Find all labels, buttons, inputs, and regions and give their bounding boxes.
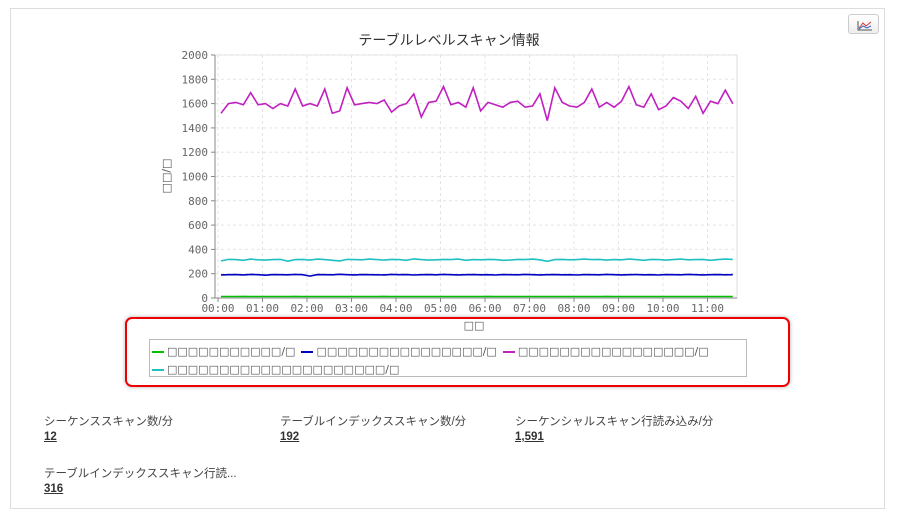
legend-item[interactable]: □□□□□□□□□□□□□□□□□/□ xyxy=(502,343,709,361)
y-tick-label: 600 xyxy=(188,219,208,232)
y-tick-label: 1400 xyxy=(182,122,209,135)
legend-swatch xyxy=(152,351,164,353)
y-tick-label: 800 xyxy=(188,195,208,208)
legend-item[interactable]: □□□□□□□□□□□□□□□□/□ xyxy=(301,343,497,361)
stat-value[interactable]: 1,591 xyxy=(515,431,544,443)
legend-swatch xyxy=(152,369,164,371)
line-chart: テーブルレベルスキャン情報 0 200 400 600 800 1000 1200 1400 1… xyxy=(160,32,738,332)
y-tick-label: 1000 xyxy=(182,171,209,184)
stat-label: シーケンシャルスキャン行読み込み/分 xyxy=(515,416,714,428)
legend-item[interactable]: □□□□□□□□□□□/□ xyxy=(152,343,295,361)
stat-seq-scan: シーケンススキャン数/分 12 xyxy=(44,413,173,443)
series-line xyxy=(220,258,733,263)
x-tick-label: 10:00 xyxy=(646,302,679,315)
x-tick-label: 09:00 xyxy=(602,302,635,315)
stat-label: テーブルインデックススキャン行読... xyxy=(44,468,237,480)
legend-label: □□□□□□□□□□□/□ xyxy=(167,345,296,358)
chart-title: テーブルレベルスキャン情報 xyxy=(358,32,539,49)
x-tick-label: 01:00 xyxy=(246,302,279,315)
line-chart-icon xyxy=(857,21,872,31)
chart-legend: □□□□□□□□□□□/□ □□□□□□□□□□□□□□□□/□ □□□□□□□□□… xyxy=(149,339,747,377)
x-tick-label: 11:00 xyxy=(691,302,724,315)
x-tick-label: 08:00 xyxy=(557,302,590,315)
legend-item[interactable]: □□□□□□□□□□□□□□□□□□□□□/□ xyxy=(152,361,399,379)
legend-label: □□□□□□□□□□□□□□□□□□□□□/□ xyxy=(167,363,400,376)
x-tick-label: 06:00 xyxy=(468,302,501,315)
stat-value[interactable]: 12 xyxy=(44,431,57,443)
x-axis-label: □□ xyxy=(464,319,485,332)
stat-value[interactable]: 192 xyxy=(280,431,300,443)
stat-value[interactable]: 316 xyxy=(44,483,64,495)
stat-idx-rows: テーブルインデックススキャン行読... 316 xyxy=(44,465,237,495)
stat-label: シーケンススキャン数/分 xyxy=(44,416,174,428)
y-tick-label: 400 xyxy=(188,243,208,256)
y-tick-label: 0 xyxy=(201,292,208,305)
y-axis-label: □□/□ xyxy=(160,159,173,194)
x-tick-label: 05:00 xyxy=(424,302,457,315)
y-tick-label: 1600 xyxy=(182,98,209,111)
stat-label: テーブルインデックススキャン数/分 xyxy=(280,416,467,428)
x-tick-label: 00:00 xyxy=(201,302,234,315)
legend-swatch xyxy=(502,351,515,353)
legend-label: □□□□□□□□□□□□□□□□/□ xyxy=(316,345,497,358)
y-tick-label: 1200 xyxy=(182,146,209,159)
y-tick-label: 2000 xyxy=(182,49,209,62)
x-tick-label: 04:00 xyxy=(379,302,412,315)
chart-panel xyxy=(10,8,885,509)
stat-seq-rows: シーケンシャルスキャン行読み込み/分 1,591 xyxy=(515,413,713,443)
y-tick-label: 200 xyxy=(188,268,208,281)
x-tick-label: 07:00 xyxy=(513,302,546,315)
y-tick-label: 1800 xyxy=(182,73,209,86)
series-line xyxy=(220,84,734,121)
stat-idx-scan: テーブルインデックススキャン数/分 192 xyxy=(280,413,466,443)
chart-type-button[interactable] xyxy=(848,14,879,34)
legend-swatch xyxy=(301,351,314,353)
series-line xyxy=(220,273,733,277)
highlight-box xyxy=(125,317,790,387)
legend-label: □□□□□□□□□□□□□□□□□/□ xyxy=(517,345,709,358)
x-tick-label: 02:00 xyxy=(290,302,323,315)
x-tick-label: 03:00 xyxy=(335,302,368,315)
